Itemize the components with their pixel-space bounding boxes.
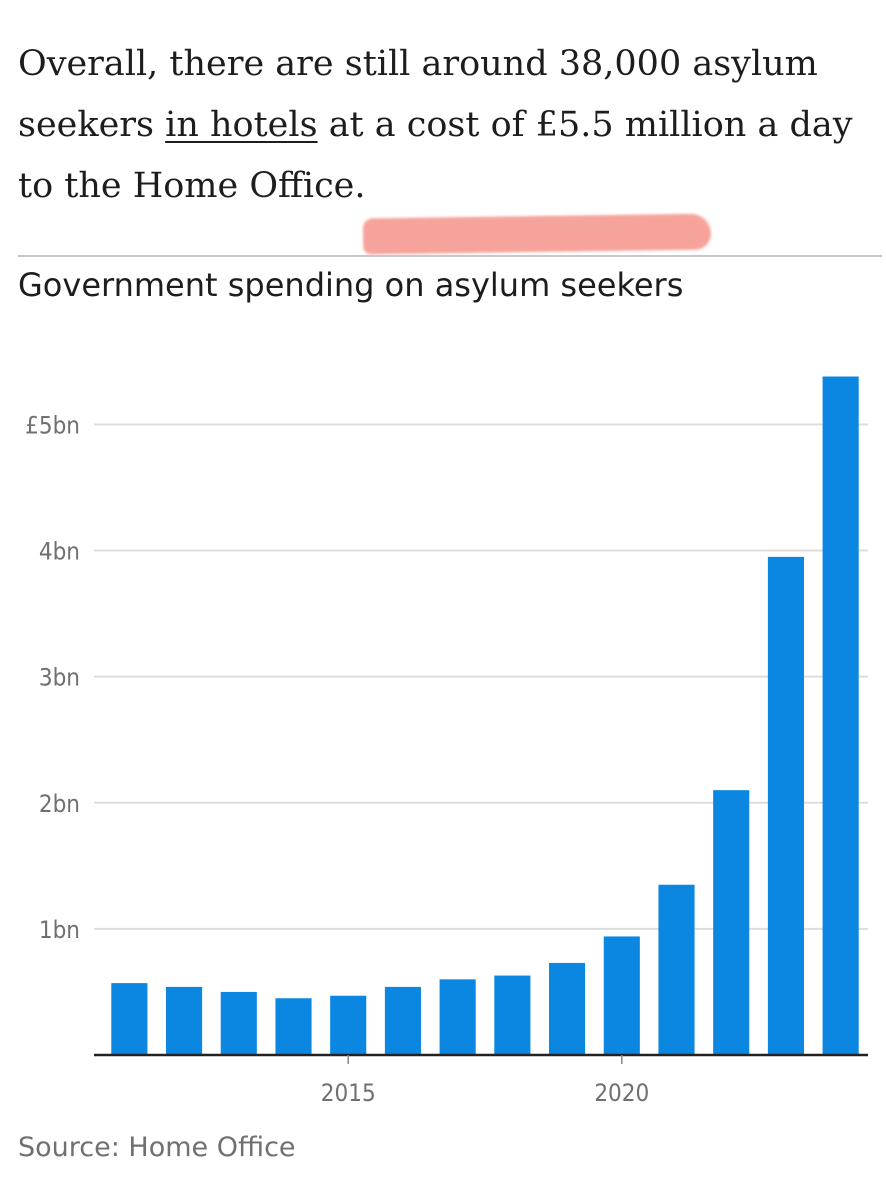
article-paragraph: Overall, there are still around 38,000 a… — [18, 34, 878, 217]
bar-chart: 1bn 2bn 3bn 4bn £5bn 2015 2020 — [25, 376, 868, 1107]
bar-2016 — [384, 986, 421, 1055]
chart-title: Government spending on asylum seekers — [18, 266, 684, 304]
article-text-after-link: at a cost of £5.5 million a day to the H… — [18, 105, 853, 206]
source-note: Source: Home Office — [18, 1132, 296, 1163]
bar-2021 — [658, 884, 695, 1055]
bar-2014 — [275, 998, 312, 1055]
y-tick-label: 4bn — [39, 538, 80, 566]
bar-2017 — [439, 979, 476, 1055]
article-text-before-link: Overall, there are still around 38,000 a… — [18, 44, 818, 145]
y-tick-label: 2bn — [39, 790, 80, 818]
y-axis-labels: 1bn 2bn 3bn 4bn £5bn — [25, 411, 80, 943]
x-axis-labels: 2015 2020 — [321, 1055, 649, 1107]
bar-2022 — [713, 790, 750, 1055]
y-tick-label: £5bn — [25, 411, 80, 439]
bar-2018 — [494, 975, 531, 1055]
highlighter-annotation — [362, 213, 712, 255]
bar-2013 — [220, 991, 257, 1055]
in-hotels-link[interactable]: in hotels — [165, 105, 318, 145]
bar-2020 — [603, 936, 640, 1055]
bar-2012 — [166, 986, 203, 1055]
x-tick-label: 2015 — [321, 1079, 376, 1107]
y-tick-label: 1bn — [39, 916, 80, 944]
x-tick-label: 2020 — [594, 1079, 649, 1107]
bars — [111, 376, 859, 1055]
bar-2024 — [822, 376, 859, 1055]
gridlines — [94, 423, 868, 930]
y-tick-label: 3bn — [39, 664, 80, 692]
bar-2023 — [767, 556, 804, 1055]
section-divider — [18, 255, 882, 257]
bar-2011 — [111, 983, 148, 1055]
bar-2019 — [549, 962, 586, 1055]
bar-2015 — [330, 995, 367, 1055]
